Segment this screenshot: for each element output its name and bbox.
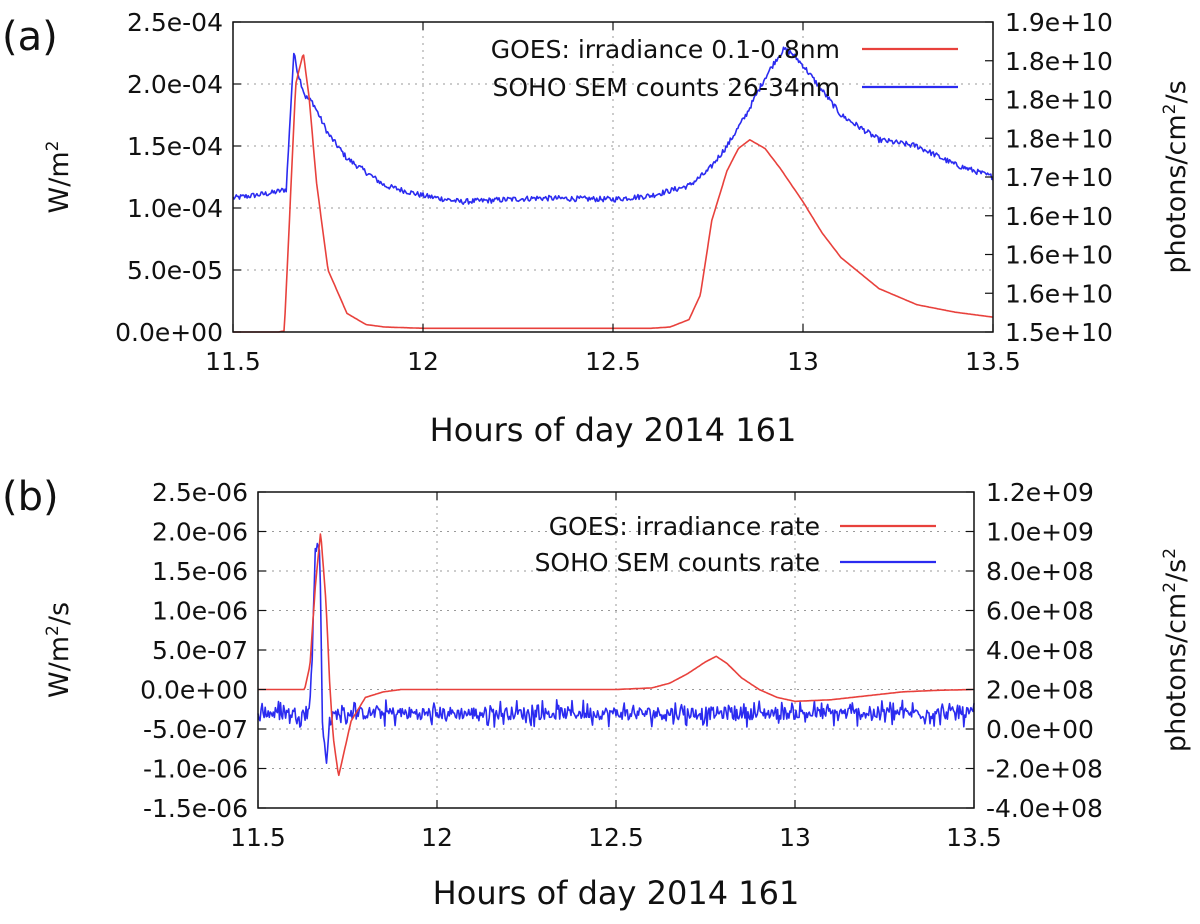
panel-b-ylabel-right: photons/cm2/s2 [1160, 548, 1192, 752]
panel-b-legend: GOES: irradiance rate SOHO SEM counts ra… [535, 512, 936, 577]
panel-a-xtick-label: 13.5 [965, 347, 1021, 376]
panel-a-ytick-left-label: 1.5e-04 [127, 132, 223, 161]
panel-b-xtick-label: 12 [421, 823, 453, 852]
panel-a-ylabel-right: photons/cm2/s [1160, 80, 1192, 273]
panel-a-ticks: 11.5 12 12.5 13 13.5 0.0e+00 5.0e-05 1.0e-04 1.5… [115, 8, 1113, 376]
panel-a-xtick-label: 12 [407, 347, 439, 376]
panel-a-legend-goes: GOES: irradiance 0.1-0.8nm [491, 35, 840, 64]
panel-b-xtick-label: 13 [779, 823, 811, 852]
panel-a-legend-soho: SOHO SEM counts 26-34nm [493, 73, 841, 102]
panel-b-ytick-left-label: -5.0e-07 [143, 715, 248, 744]
panel-b-ytick-right-label: 1.0e+09 [986, 518, 1094, 547]
panel-a-label: (a) [2, 14, 58, 60]
panel-b-xtick-label: 13.5 [946, 823, 1002, 852]
panel-b-ticks: 11.5 12 12.5 13 13.5 -1.5e-06 -1.0e-06 -5.0e-07… [140, 478, 1103, 852]
panel-a-ytick-right-label: 1.8e+10 [1005, 124, 1113, 153]
panel-b-soho-line [257, 542, 975, 764]
panel-b-ytick-left-label: 1.5e-06 [152, 557, 248, 586]
panel-b-ytick-right-label: -2.0e+08 [986, 755, 1103, 784]
panel-a-ytick-right-label: 1.5e+10 [1005, 318, 1113, 347]
panel-a-chart: 11.5 12 12.5 13 13.5 0.0e+00 5.0e-05 1.0e-04 1.5… [43, 8, 1192, 449]
panel-a-ytick-left-label: 5.0e-05 [127, 256, 223, 285]
panel-b-ytick-right-label: 6.0e+08 [986, 597, 1094, 626]
panel-b-goes-line [258, 533, 974, 777]
panel-a-ytick-right-label: 1.7e+10 [1005, 163, 1113, 192]
panel-b-ytick-right-label: 1.2e+09 [986, 478, 1094, 507]
panel-b-ytick-left-label: -1.0e-06 [143, 755, 248, 784]
panel-b-xtick-label: 11.5 [230, 823, 286, 852]
panel-b-ytick-left-label: 0.0e+00 [140, 676, 248, 705]
panel-b-xlabel: Hours of day 2014 161 [433, 874, 800, 912]
panel-b-ytick-left-label: 2.0e-06 [152, 518, 248, 547]
panel-a-ytick-right-label: 1.6e+10 [1005, 202, 1113, 231]
panel-b-legend-soho: SOHO SEM counts rate [535, 548, 820, 577]
panel-a-grid [233, 22, 993, 332]
panel-a-xtick-label: 13 [787, 347, 819, 376]
panel-b-ytick-left-label: 2.5e-06 [152, 478, 248, 507]
panel-b-xtick-label: 12.5 [588, 823, 644, 852]
panel-a-ytick-right-label: 1.8e+10 [1005, 47, 1113, 76]
panel-a-ytick-left-label: 2.0e-04 [127, 70, 223, 99]
panel-b-ytick-right-label: 0.0e+00 [986, 715, 1094, 744]
panel-a-ytick-right-label: 1.8e+10 [1005, 86, 1113, 115]
panel-a-xtick-label: 11.5 [205, 347, 261, 376]
panel-b-series [257, 533, 975, 777]
panel-a-ytick-right-label: 1.6e+10 [1005, 279, 1113, 308]
panel-b-grid [258, 492, 974, 808]
panel-a-legend: GOES: irradiance 0.1-0.8nm SOHO SEM coun… [491, 35, 958, 102]
panel-a-ylabel-left: W/m2 [43, 141, 75, 214]
panel-b-ytick-left-label: -1.5e-06 [143, 794, 248, 823]
panel-a-ytick-right-label: 1.9e+10 [1005, 8, 1113, 37]
panel-b-ytick-right-label: -4.0e+08 [986, 794, 1103, 823]
panel-a-soho-line [232, 46, 994, 205]
panel-a-xtick-label: 12.5 [585, 347, 641, 376]
panel-b-label: (b) [2, 474, 59, 520]
panel-a-xlabel: Hours of day 2014 161 [430, 411, 797, 449]
panel-a-ytick-left-label: 2.5e-04 [127, 8, 223, 37]
panel-b-chart: 11.5 12 12.5 13 13.5 -1.5e-06 -1.0e-06 -5.0e-07… [43, 478, 1192, 912]
panel-a-ytick-right-label: 1.6e+10 [1005, 241, 1113, 270]
panel-b-ytick-right-label: 2.0e+08 [986, 676, 1094, 705]
panel-b-ytick-right-label: 4.0e+08 [986, 636, 1094, 665]
panel-b-ylabel-left: W/m2/s [43, 602, 75, 698]
panel-b-ytick-right-label: 8.0e+08 [986, 557, 1094, 586]
panel-a-ytick-left-label: 0.0e+00 [115, 318, 223, 347]
panel-a-ytick-left-label: 1.0e-04 [127, 194, 223, 223]
panel-b-ytick-left-label: 1.0e-06 [152, 597, 248, 626]
panel-b-ytick-left-label: 5.0e-07 [152, 636, 248, 665]
panel-b-legend-goes: GOES: irradiance rate [549, 512, 820, 541]
